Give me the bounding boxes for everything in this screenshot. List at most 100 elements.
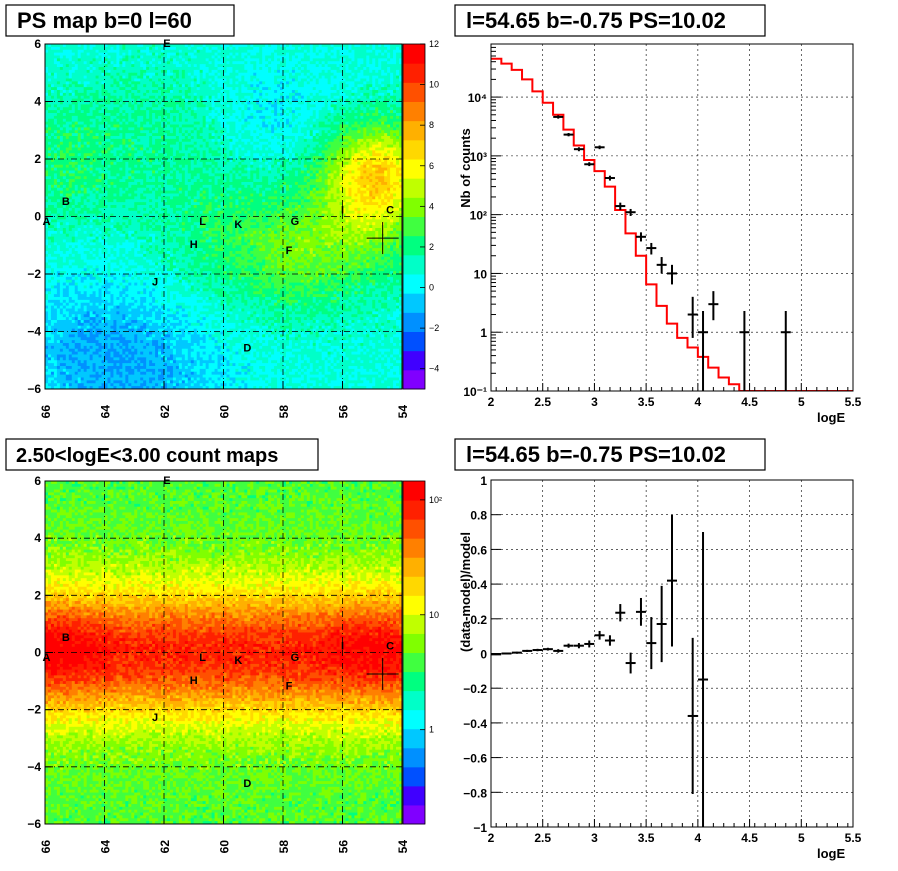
heat-cell bbox=[172, 81, 177, 85]
heat-cell bbox=[71, 130, 76, 134]
heat-cell bbox=[277, 90, 281, 94]
heat-cell bbox=[351, 46, 355, 51]
heat-cell bbox=[283, 121, 287, 125]
heat-cell bbox=[309, 90, 314, 94]
heat-cell bbox=[309, 136, 314, 140]
heat-cell bbox=[83, 153, 88, 157]
heat-cell bbox=[256, 46, 260, 51]
heat-cell bbox=[390, 130, 394, 134]
heat-cell bbox=[229, 81, 233, 85]
heat-cell bbox=[223, 141, 227, 146]
heat-cell bbox=[199, 90, 204, 94]
heat-cell bbox=[294, 147, 299, 151]
heat-cell bbox=[315, 67, 320, 71]
heat-cell bbox=[110, 113, 114, 117]
heat-cell bbox=[149, 55, 153, 59]
heat-cell bbox=[77, 84, 82, 88]
heat-cell bbox=[68, 64, 73, 68]
heat-cell bbox=[396, 95, 400, 100]
heat-cell bbox=[381, 46, 385, 51]
heat-cell bbox=[113, 92, 117, 97]
heat-cell bbox=[113, 115, 117, 120]
heat-cell bbox=[351, 81, 355, 85]
heat-cell bbox=[372, 124, 376, 128]
heat-cell bbox=[294, 78, 299, 82]
heat-cell bbox=[345, 52, 349, 56]
heat-cell bbox=[190, 141, 195, 146]
heat-cell bbox=[238, 121, 242, 125]
heat-cell bbox=[253, 159, 257, 163]
heat-cell bbox=[351, 127, 355, 131]
heat-cell bbox=[211, 101, 215, 105]
heat-cell bbox=[158, 136, 162, 140]
heat-cell bbox=[321, 101, 326, 105]
heat-cell bbox=[158, 150, 162, 154]
heat-cell bbox=[342, 159, 346, 163]
heat-cell bbox=[244, 150, 248, 154]
heat-cell bbox=[235, 55, 239, 59]
heat-cell bbox=[146, 115, 150, 120]
heat-cell bbox=[378, 90, 382, 94]
heat-cell bbox=[226, 127, 230, 131]
heat-cell bbox=[143, 75, 147, 79]
heat-cell bbox=[68, 127, 73, 131]
heat-cell bbox=[146, 92, 150, 97]
heat-cell bbox=[318, 101, 323, 105]
heat-cell bbox=[134, 49, 138, 54]
heat-cell bbox=[190, 107, 195, 111]
heat-cell bbox=[146, 130, 150, 134]
heat-cell bbox=[399, 98, 402, 102]
heat-cell bbox=[348, 98, 352, 102]
heat-cell bbox=[288, 98, 293, 102]
heat-cell bbox=[56, 130, 61, 134]
heat-cell bbox=[134, 153, 138, 157]
heat-cell bbox=[56, 101, 61, 105]
heat-cell bbox=[184, 118, 189, 123]
heat-cell bbox=[128, 72, 132, 77]
heat-cell bbox=[327, 138, 332, 143]
heat-cell bbox=[199, 49, 204, 54]
heat-cell bbox=[259, 161, 263, 166]
heat-cell bbox=[175, 136, 180, 140]
heat-cell bbox=[161, 127, 165, 131]
heat-cell bbox=[217, 138, 221, 143]
heat-cell bbox=[47, 130, 52, 134]
heat-cell bbox=[336, 138, 340, 143]
heat-cell bbox=[214, 150, 218, 154]
heat-cell bbox=[259, 78, 263, 82]
heat-cell bbox=[122, 124, 126, 128]
heat-cell bbox=[193, 118, 198, 123]
heat-cell bbox=[161, 46, 165, 51]
heat-cell bbox=[83, 58, 88, 62]
heat-cell bbox=[187, 147, 192, 151]
heat-cell bbox=[333, 87, 337, 91]
heat-cell bbox=[384, 84, 388, 88]
heat-cell bbox=[152, 115, 156, 120]
heat-cell bbox=[262, 67, 266, 71]
heat-cell bbox=[321, 144, 326, 148]
heat-cell bbox=[232, 49, 236, 54]
heat-cell bbox=[80, 127, 85, 131]
heat-cell bbox=[125, 104, 129, 108]
heat-cell bbox=[297, 61, 302, 65]
heat-cell bbox=[146, 138, 150, 143]
heat-cell bbox=[86, 156, 91, 160]
heat-cell bbox=[271, 72, 275, 77]
heat-cell bbox=[104, 69, 108, 74]
heat-cell bbox=[363, 138, 367, 143]
heat-cell bbox=[155, 107, 159, 111]
heat-cell bbox=[149, 78, 153, 82]
heat-cell bbox=[172, 136, 177, 140]
heat-cell bbox=[149, 153, 153, 157]
heat-cell bbox=[241, 153, 245, 157]
heat-cell bbox=[241, 107, 245, 111]
heat-cell bbox=[125, 124, 129, 128]
heat-cell bbox=[280, 133, 284, 137]
heat-cell bbox=[59, 118, 64, 123]
heat-cell bbox=[107, 84, 111, 88]
heat-cell bbox=[330, 130, 334, 134]
heat-cell bbox=[357, 81, 361, 85]
heat-cell bbox=[172, 75, 177, 79]
heat-cell bbox=[107, 107, 111, 111]
heat-cell bbox=[196, 113, 201, 117]
